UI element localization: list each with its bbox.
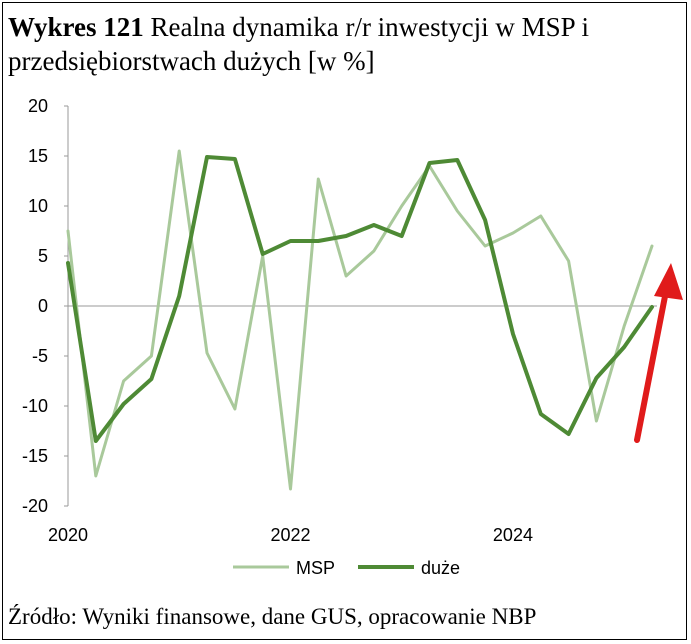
y-tick-label: -10 bbox=[22, 396, 48, 416]
legend-label-duze: duże bbox=[421, 558, 460, 578]
chart-number: Wykres 121 bbox=[8, 12, 144, 42]
chart-title: Wykres 121 Realna dynamika r/r inwestycj… bbox=[8, 10, 683, 78]
y-tick-label: 15 bbox=[28, 146, 48, 166]
y-tick-label: 5 bbox=[38, 246, 48, 266]
legend-label-msp: MSP bbox=[296, 558, 335, 578]
y-tick-label: -20 bbox=[22, 496, 48, 516]
trend-arrow-head bbox=[654, 263, 683, 300]
trend-arrow-shaft bbox=[634, 283, 670, 443]
y-tick-label: -5 bbox=[32, 346, 48, 366]
source-note: Źródło: Wyniki finansowe, dane GUS, opra… bbox=[8, 604, 537, 629]
y-tick-label: -15 bbox=[22, 446, 48, 466]
x-tick-label: 2024 bbox=[493, 525, 533, 545]
series-line-duze bbox=[66, 155, 654, 443]
series-line-msp bbox=[66, 149, 654, 491]
y-tick-label: 10 bbox=[28, 196, 48, 216]
y-tick-label: 0 bbox=[38, 296, 48, 316]
chart-title-text: Realna dynamika r/r inwestycji w MSP i p… bbox=[8, 12, 589, 76]
y-tick-label: 20 bbox=[28, 96, 48, 116]
x-tick-label: 2022 bbox=[270, 525, 310, 545]
x-tick-label: 2020 bbox=[48, 525, 88, 545]
